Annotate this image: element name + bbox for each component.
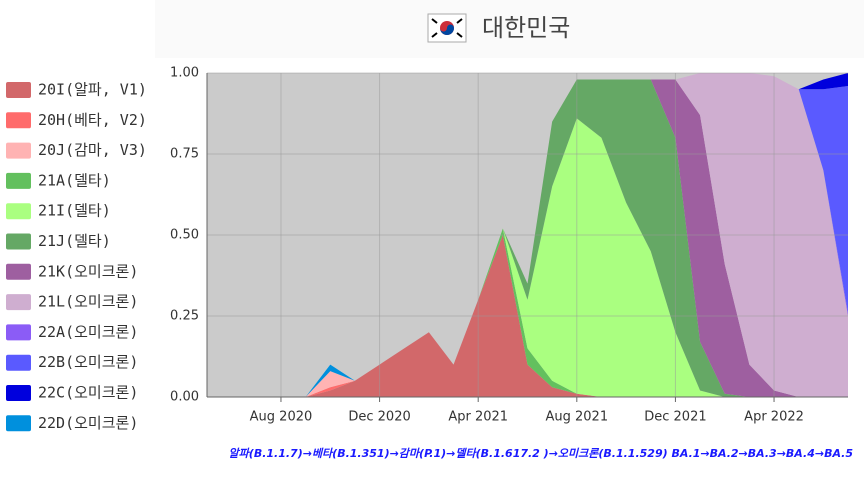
x-tick-label: Dec 2021 bbox=[644, 410, 706, 425]
y-tick-label: 0.50 bbox=[170, 228, 199, 243]
legend-swatch bbox=[6, 415, 31, 432]
legend-label: 21I(델타) bbox=[38, 202, 111, 220]
area bbox=[207, 228, 848, 397]
legend-swatch bbox=[6, 324, 31, 341]
x-tick-label: Apr 2021 bbox=[448, 410, 508, 425]
y-tick-label: 0.00 bbox=[170, 390, 199, 405]
area bbox=[207, 118, 848, 398]
legend-swatch bbox=[6, 354, 31, 371]
legend-label: 22A(오미크론) bbox=[38, 323, 138, 341]
legend-label: 20I(알파, V1) bbox=[38, 81, 147, 99]
x-tick-label: Aug 2021 bbox=[546, 410, 609, 425]
y-tick-label: 1.00 bbox=[170, 66, 199, 81]
area bbox=[207, 79, 848, 397]
legend-swatch bbox=[6, 142, 31, 159]
legend-swatch bbox=[6, 294, 31, 311]
legend-label: 22B(오미크론) bbox=[38, 353, 138, 371]
area bbox=[207, 79, 848, 397]
legend-swatch bbox=[6, 385, 31, 401]
legend-label: 21A(델타) bbox=[38, 171, 111, 189]
legend-swatch bbox=[6, 233, 31, 250]
legend-label: 20J(감마, V3) bbox=[38, 141, 147, 159]
legend-label: 21J(델타) bbox=[38, 232, 111, 250]
x-tick-label: Apr 2022 bbox=[744, 410, 804, 425]
x-tick-label: Aug 2020 bbox=[250, 410, 313, 425]
legend-swatch bbox=[6, 112, 31, 129]
legend-swatch bbox=[6, 203, 31, 220]
legend-label: 21K(오미크론) bbox=[38, 262, 138, 280]
legend-label: 21L(오미크론) bbox=[38, 293, 138, 311]
y-tick-label: 0.75 bbox=[170, 147, 199, 162]
legend-swatch bbox=[6, 263, 31, 280]
x-tick-label: Dec 2020 bbox=[348, 410, 410, 425]
chart-title: 대한민국 bbox=[482, 14, 570, 42]
legend-box bbox=[0, 70, 153, 442]
flag bbox=[427, 13, 467, 43]
legend-label: 22D(오미크론) bbox=[38, 414, 138, 432]
title-band bbox=[155, 0, 864, 58]
legend-swatch bbox=[6, 172, 31, 189]
area bbox=[207, 73, 848, 397]
legend-label: 20H(베타, V2) bbox=[38, 111, 147, 129]
legend-label: 22C(오미크론) bbox=[38, 384, 138, 402]
legend-swatch bbox=[6, 82, 31, 98]
y-tick-label: 0.25 bbox=[170, 309, 199, 324]
caption: 알파(B.1.1.7)→베타(B.1.351)→감마(P.1)→델타(B.1.6… bbox=[229, 447, 854, 460]
